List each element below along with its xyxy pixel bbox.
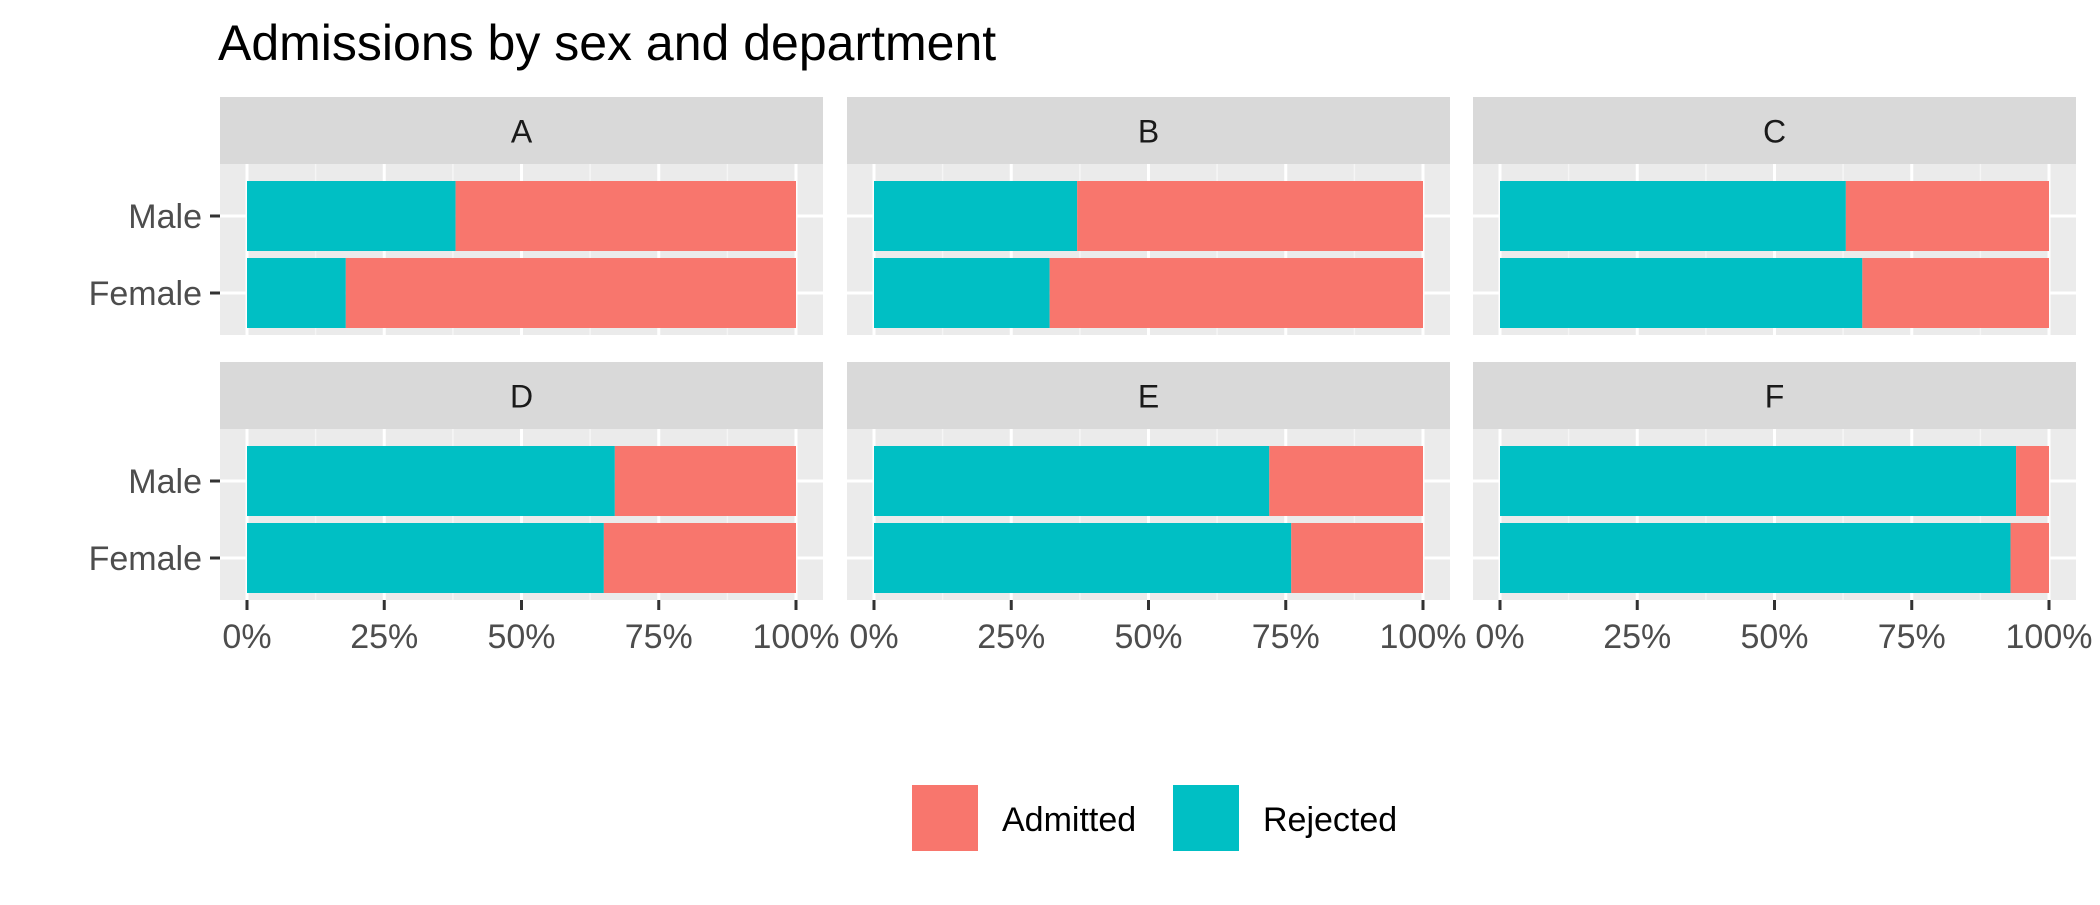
y-tick-label: Female bbox=[89, 540, 202, 578]
x-tick-label: 50% bbox=[1114, 618, 1182, 656]
facet-strip bbox=[1473, 97, 2076, 164]
bar-rejected-female bbox=[1500, 523, 2011, 593]
facet-strip bbox=[1473, 362, 2076, 429]
facet-panel-e: E 0% 25% 50% 75% 100% bbox=[847, 362, 1466, 656]
chart-title: Admissions by sex and department bbox=[218, 15, 996, 71]
bar-admitted-female bbox=[1049, 258, 1423, 328]
facet-strip-label: C bbox=[1763, 114, 1786, 150]
x-tick-label: 25% bbox=[977, 618, 1045, 656]
x-tick-label: 25% bbox=[350, 618, 418, 656]
bar-admitted-male bbox=[455, 181, 796, 251]
y-tick-label: Male bbox=[128, 198, 202, 236]
bar-rejected-female bbox=[247, 523, 604, 593]
bar-admitted-female bbox=[603, 523, 796, 593]
facet-panel-b: B bbox=[847, 97, 1450, 335]
bar-rejected-male bbox=[1500, 181, 1846, 251]
x-tick-label: 75% bbox=[625, 618, 693, 656]
facet-strip bbox=[220, 362, 823, 429]
bar-rejected-male bbox=[1500, 446, 2017, 516]
legend: Admitted Rejected bbox=[912, 785, 1397, 851]
bar-admitted-female bbox=[1862, 258, 2049, 328]
bar-admitted-male bbox=[2016, 446, 2049, 516]
x-tick-label: 75% bbox=[1878, 618, 1946, 656]
x-tick-label: 50% bbox=[487, 618, 555, 656]
facet-strip bbox=[847, 97, 1450, 164]
bar-admitted-male bbox=[1845, 181, 2049, 251]
bar-rejected-male bbox=[874, 446, 1270, 516]
bar-admitted-female bbox=[1291, 523, 1423, 593]
x-tick-label: 0% bbox=[1475, 618, 1524, 656]
bar-admitted-male bbox=[614, 446, 796, 516]
x-tick-label: 75% bbox=[1252, 618, 1320, 656]
bar-rejected-female bbox=[1500, 258, 1863, 328]
x-tick-label: 50% bbox=[1740, 618, 1808, 656]
x-tick-label: 100% bbox=[753, 618, 840, 656]
facet-strip-label: B bbox=[1138, 114, 1159, 150]
x-tick-label: 25% bbox=[1603, 618, 1671, 656]
bar-admitted-female bbox=[2010, 523, 2049, 593]
bar-rejected-female bbox=[874, 523, 1292, 593]
bar-rejected-male bbox=[874, 181, 1078, 251]
bar-admitted-male bbox=[1077, 181, 1423, 251]
bar-rejected-male bbox=[247, 446, 615, 516]
x-tick-label: 0% bbox=[222, 618, 271, 656]
x-tick-label: 0% bbox=[849, 618, 898, 656]
bar-rejected-male bbox=[247, 181, 456, 251]
bar-admitted-female bbox=[345, 258, 796, 328]
facet-strip bbox=[847, 362, 1450, 429]
x-tick-label: 100% bbox=[2006, 618, 2093, 656]
facet-strip bbox=[220, 97, 823, 164]
legend-key-rejected bbox=[1173, 785, 1239, 851]
y-tick-label: Female bbox=[89, 275, 202, 313]
facet-strip-label: F bbox=[1765, 379, 1785, 415]
facet-panel-f: F 0% 25% 50% 75% 100% bbox=[1473, 362, 2092, 656]
facet-strip-label: A bbox=[511, 114, 533, 150]
facet-panel-a: A Male Female bbox=[89, 97, 823, 335]
legend-label-rejected: Rejected bbox=[1263, 801, 1397, 839]
bar-rejected-female bbox=[874, 258, 1050, 328]
facet-strip-label: E bbox=[1138, 379, 1159, 415]
y-tick-label: Male bbox=[128, 463, 202, 501]
facet-strip-label: D bbox=[510, 379, 533, 415]
facet-panel-c: C bbox=[1473, 97, 2076, 335]
bar-rejected-female bbox=[247, 258, 346, 328]
bar-admitted-male bbox=[1269, 446, 1423, 516]
facet-panel-d: D Male Female 0% 25% 50% 75% 100% bbox=[89, 362, 840, 656]
x-tick-label: 100% bbox=[1380, 618, 1467, 656]
legend-label-admitted: Admitted bbox=[1002, 801, 1136, 839]
legend-key-admitted bbox=[912, 785, 978, 851]
